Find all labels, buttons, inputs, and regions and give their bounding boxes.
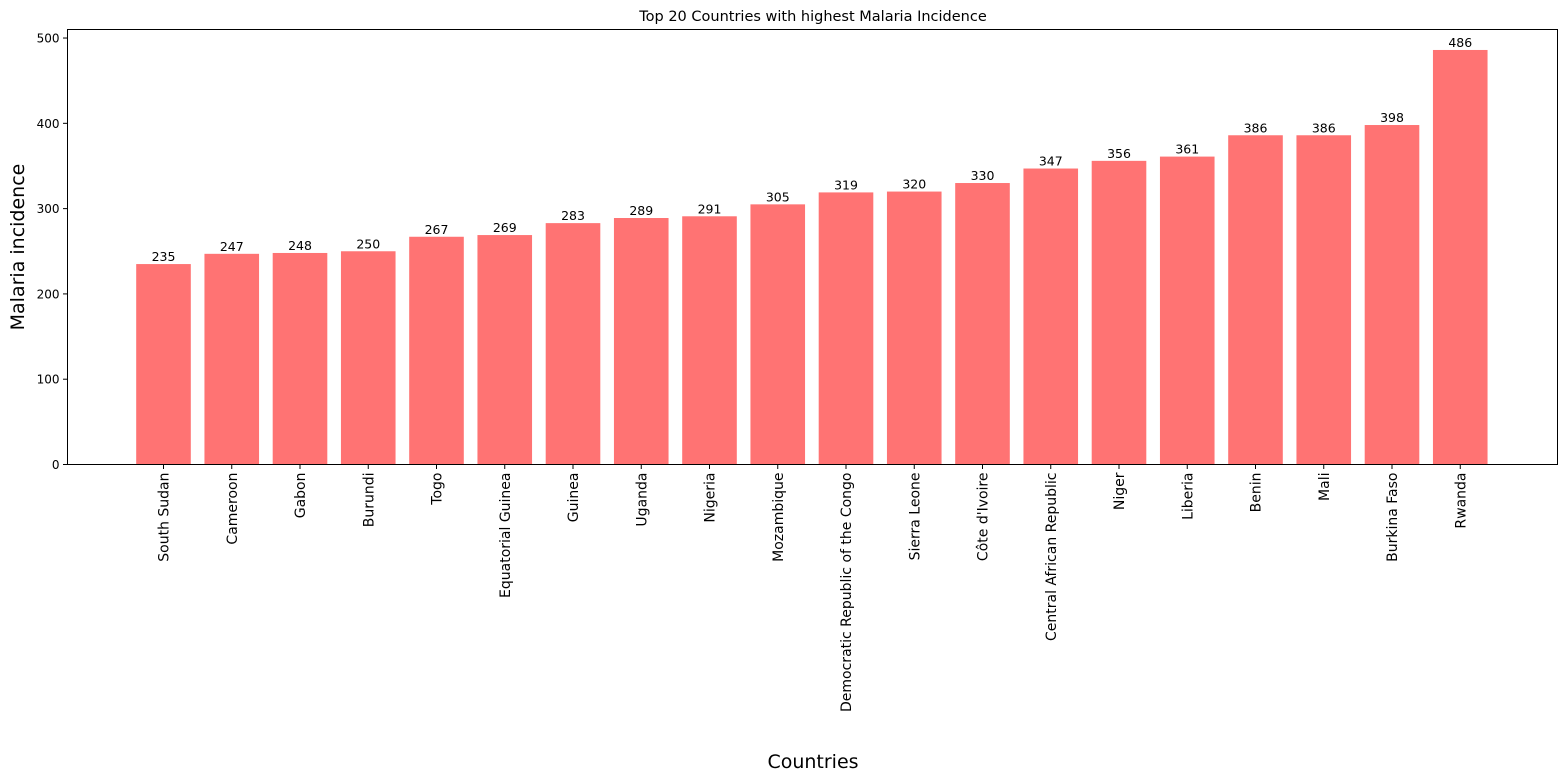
x-tick-label: Mali xyxy=(1317,473,1333,501)
bar xyxy=(1228,135,1283,465)
data-label: 291 xyxy=(698,201,722,216)
data-label: 330 xyxy=(971,168,995,183)
bar xyxy=(818,192,874,465)
bar xyxy=(545,223,601,465)
bar xyxy=(204,253,260,465)
data-label: 289 xyxy=(629,203,653,218)
bar xyxy=(136,264,191,465)
bar xyxy=(272,252,328,465)
data-label: 269 xyxy=(493,220,517,235)
data-label: 250 xyxy=(356,236,380,251)
x-tick-label: Nigeria xyxy=(703,473,719,523)
data-label: 267 xyxy=(425,222,449,237)
y-axis: 0 100 200 300 400 500 xyxy=(37,32,68,472)
data-label: 486 xyxy=(1448,35,1472,50)
x-tick-label: South Sudan xyxy=(157,473,173,562)
data-label: 386 xyxy=(1312,120,1336,135)
y-tick-label: 100 xyxy=(37,373,60,387)
data-label: 361 xyxy=(1175,142,1199,157)
data-label: 235 xyxy=(152,249,176,264)
y-tick-label: 300 xyxy=(37,202,60,216)
y-tick-label: 200 xyxy=(37,287,60,301)
data-label: 319 xyxy=(834,177,858,192)
bar xyxy=(1364,125,1420,465)
data-label: 320 xyxy=(902,177,926,192)
bar xyxy=(613,218,669,465)
x-tick-label: Côte d'Ivoire xyxy=(976,473,992,562)
data-label: 347 xyxy=(1039,154,1063,169)
data-label: 283 xyxy=(561,208,585,223)
data-label: 386 xyxy=(1244,120,1268,135)
x-tick-label: Democratic Republic of the Congo xyxy=(839,473,855,712)
x-tick-label: Gabon xyxy=(293,473,309,519)
data-label: 247 xyxy=(220,239,244,254)
y-axis-title: Malaria incidence xyxy=(7,164,29,331)
x-tick-label: Uganda xyxy=(634,473,650,527)
x-tick-label: Burundi xyxy=(361,473,377,528)
y-tick-label: 0 xyxy=(52,458,60,472)
bar xyxy=(750,204,806,465)
x-tick-label: Cameroon xyxy=(225,473,241,545)
bar xyxy=(1432,49,1488,465)
plot-frame xyxy=(67,29,1558,465)
x-tick-label: Equatorial Guinea xyxy=(498,473,514,598)
x-tick-label: Central African Republic xyxy=(1044,473,1060,642)
x-axis-title: Countries xyxy=(767,751,858,773)
x-tick-label: Guinea xyxy=(566,473,582,523)
bar xyxy=(1091,160,1147,465)
bar xyxy=(1296,135,1352,465)
bar xyxy=(1023,168,1079,465)
bars-group xyxy=(136,49,1488,465)
bar xyxy=(1159,156,1215,465)
x-tick-label: Liberia xyxy=(1180,473,1196,520)
chart-title: Top 20 Countries with highest Malaria In… xyxy=(638,9,987,25)
data-labels-group: 235 247 248 250 267 269 283 289 291 305 319 320 330 3… xyxy=(152,35,1473,264)
data-label: 248 xyxy=(288,238,312,253)
bar xyxy=(409,236,464,465)
x-tick-label: Benin xyxy=(1249,473,1265,513)
bar xyxy=(886,191,942,465)
x-tick-label: Mozambique xyxy=(771,473,787,562)
x-tick-label: Togo xyxy=(430,473,446,506)
y-tick-label: 500 xyxy=(37,32,60,46)
bar xyxy=(340,251,396,465)
bar xyxy=(682,216,737,465)
data-label: 305 xyxy=(766,189,790,204)
x-tick-label: Rwanda xyxy=(1453,473,1469,529)
bar xyxy=(477,235,533,465)
x-tick-label: Burkina Faso xyxy=(1385,473,1401,562)
y-tick-label: 400 xyxy=(37,117,60,131)
x-tick-label: Sierra Leone xyxy=(907,473,923,561)
data-label: 356 xyxy=(1107,146,1131,161)
x-axis: South Sudan Cameroon Gabon Burundi Togo Equat… xyxy=(157,464,1469,712)
data-label: 398 xyxy=(1380,110,1404,125)
bar xyxy=(955,183,1010,465)
x-tick-label: Niger xyxy=(1112,472,1128,510)
